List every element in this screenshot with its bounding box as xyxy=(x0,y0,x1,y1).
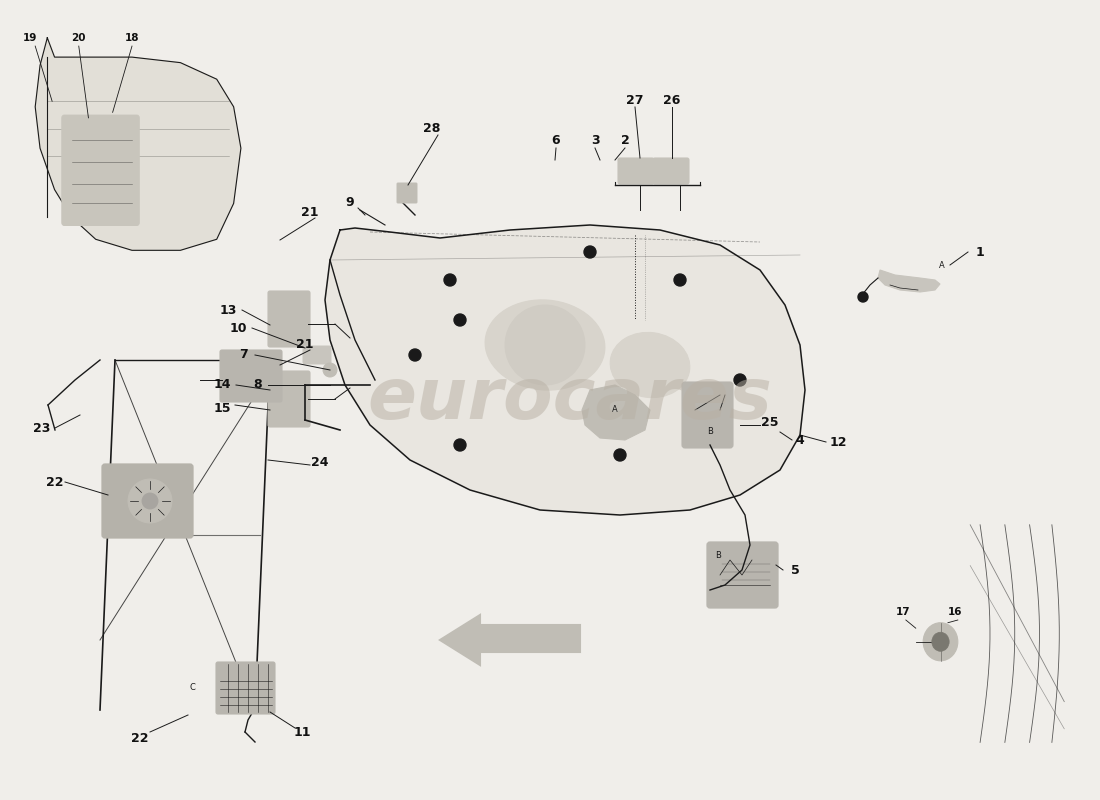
Text: 26: 26 xyxy=(663,94,681,106)
Circle shape xyxy=(734,374,746,386)
FancyBboxPatch shape xyxy=(102,464,192,538)
Text: 20: 20 xyxy=(72,33,86,42)
Text: 21: 21 xyxy=(301,206,319,218)
Text: B: B xyxy=(707,427,713,437)
Circle shape xyxy=(584,246,596,258)
Text: C: C xyxy=(189,683,195,693)
FancyBboxPatch shape xyxy=(216,662,275,714)
Text: 16: 16 xyxy=(948,606,962,617)
Text: A: A xyxy=(612,406,618,414)
Circle shape xyxy=(505,305,585,385)
Circle shape xyxy=(454,314,466,326)
FancyBboxPatch shape xyxy=(220,350,282,402)
FancyBboxPatch shape xyxy=(268,291,310,347)
Ellipse shape xyxy=(610,332,690,398)
Polygon shape xyxy=(582,385,650,440)
Circle shape xyxy=(674,274,686,286)
Circle shape xyxy=(142,493,158,509)
Circle shape xyxy=(323,363,337,377)
Text: 14: 14 xyxy=(213,378,231,391)
FancyBboxPatch shape xyxy=(653,158,689,184)
Circle shape xyxy=(128,479,172,523)
Text: 27: 27 xyxy=(626,94,644,106)
Polygon shape xyxy=(324,225,805,515)
Ellipse shape xyxy=(485,300,605,390)
Text: 23: 23 xyxy=(33,422,51,434)
Text: 28: 28 xyxy=(424,122,441,134)
FancyBboxPatch shape xyxy=(268,371,310,427)
Circle shape xyxy=(858,292,868,302)
Circle shape xyxy=(454,439,466,451)
Text: A: A xyxy=(939,261,945,270)
Text: 5: 5 xyxy=(791,563,800,577)
FancyBboxPatch shape xyxy=(618,158,654,184)
Text: 22: 22 xyxy=(46,475,64,489)
Circle shape xyxy=(614,449,626,461)
Text: 1: 1 xyxy=(976,246,984,258)
Text: 12: 12 xyxy=(829,435,847,449)
Circle shape xyxy=(923,622,958,661)
Text: 21: 21 xyxy=(296,338,314,351)
Text: eurocares: eurocares xyxy=(367,366,772,434)
Polygon shape xyxy=(35,38,241,250)
Text: 6: 6 xyxy=(552,134,560,146)
Circle shape xyxy=(444,274,456,286)
Text: 13: 13 xyxy=(219,303,236,317)
FancyBboxPatch shape xyxy=(62,115,140,226)
Text: 4: 4 xyxy=(795,434,804,446)
Text: 9: 9 xyxy=(345,195,354,209)
Text: 2: 2 xyxy=(620,134,629,146)
Text: 18: 18 xyxy=(124,33,140,42)
Text: 3: 3 xyxy=(591,134,600,146)
Text: 19: 19 xyxy=(23,33,37,42)
Text: 7: 7 xyxy=(239,349,248,362)
Polygon shape xyxy=(440,615,580,665)
Text: 22: 22 xyxy=(131,731,149,745)
FancyBboxPatch shape xyxy=(397,183,417,203)
Polygon shape xyxy=(878,270,940,292)
Text: 24: 24 xyxy=(311,455,329,469)
Text: B: B xyxy=(715,550,720,559)
FancyBboxPatch shape xyxy=(682,382,733,448)
Circle shape xyxy=(409,349,421,361)
Text: 8: 8 xyxy=(254,378,262,391)
Circle shape xyxy=(932,632,949,651)
FancyBboxPatch shape xyxy=(707,542,778,608)
Text: 17: 17 xyxy=(895,606,911,617)
Text: 25: 25 xyxy=(761,415,779,429)
Text: 15: 15 xyxy=(213,402,231,414)
Text: 11: 11 xyxy=(294,726,310,738)
Text: 10: 10 xyxy=(229,322,246,334)
FancyBboxPatch shape xyxy=(302,346,331,364)
